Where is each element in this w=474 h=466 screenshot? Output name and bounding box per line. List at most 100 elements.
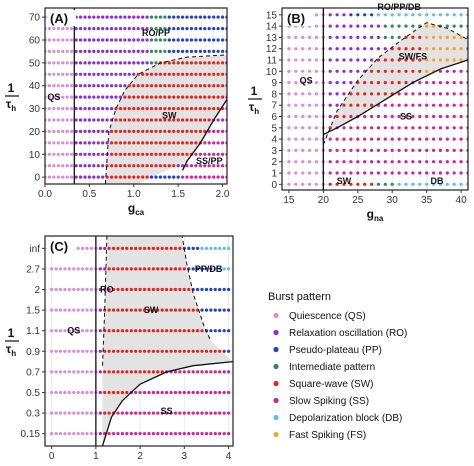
y-tick-label: 50 [29, 58, 41, 69]
point-db [383, 13, 387, 17]
point-ss [191, 432, 195, 436]
point-ss [452, 92, 456, 96]
point-sw [212, 95, 216, 99]
point-qs [287, 69, 291, 73]
point-ss [212, 152, 216, 156]
y-axis-label-tau: τ [6, 97, 12, 111]
point-qs [56, 129, 60, 133]
point-ss [411, 103, 415, 107]
point-ss [418, 160, 422, 164]
point-sw [134, 349, 138, 353]
point-ro [335, 13, 339, 17]
point-sw [185, 72, 189, 76]
y-tick-label: 6 [271, 112, 277, 123]
point-sw [120, 308, 124, 312]
y-tick-label: 20 [29, 127, 41, 138]
point-qs [85, 246, 89, 250]
point-ro [78, 72, 83, 76]
y-axis-label-sub: h [254, 107, 259, 116]
y-tick-label: 1.5 [26, 306, 40, 317]
point-pp [181, 27, 185, 31]
boundary-dashed [322, 22, 468, 145]
point-sw [138, 329, 142, 333]
point-sw [154, 141, 158, 145]
point-sw [182, 267, 186, 271]
point-qs [76, 329, 80, 333]
point-sw [120, 349, 124, 353]
point-ss [356, 137, 360, 141]
shaded-region [323, 22, 468, 145]
legend-item-qs: Quiescence (QS) [273, 311, 366, 322]
point-sw [173, 246, 178, 250]
point-sw [165, 267, 169, 271]
point-ro [98, 432, 102, 436]
point-sw [356, 182, 360, 186]
panel-a: QS RO/PP SW SS/PP 0.0 0.5 1.0 1.5 2.0 0 10 20 30 40 50… [5, 7, 230, 217]
point-ss [363, 148, 367, 152]
point-ro [92, 164, 96, 168]
point-ss [363, 160, 367, 164]
point-sw [112, 246, 116, 250]
point-ro [78, 95, 83, 99]
point-ro [349, 58, 353, 62]
point-sw [136, 84, 140, 88]
point-sw [404, 58, 408, 62]
point-sw [154, 152, 158, 156]
point-sw [163, 129, 167, 133]
point-sw [110, 164, 114, 168]
point-qs [65, 72, 69, 76]
point-ro [141, 38, 145, 42]
point-pp [227, 308, 231, 312]
point-ro [101, 49, 105, 54]
point-ss [328, 137, 332, 141]
boundary-dashed [102, 236, 212, 366]
point-sw [107, 329, 111, 333]
point-pp [204, 287, 209, 292]
point-sw [187, 308, 191, 312]
point-ro [141, 49, 145, 54]
point-db [452, 182, 456, 186]
point-ss [397, 114, 401, 119]
point-sw [125, 349, 129, 353]
y-tick-label: 2.7 [26, 264, 40, 275]
point-sw [149, 84, 154, 88]
point-sw [397, 81, 401, 85]
point-pp [216, 38, 220, 42]
point-ro [342, 81, 346, 85]
point-ro [123, 38, 127, 42]
point-ss [165, 432, 169, 436]
point-sw [178, 329, 182, 333]
point-ip [390, 35, 394, 40]
point-ss [328, 148, 332, 152]
point-sw [167, 72, 171, 76]
point-sw [127, 141, 131, 145]
point-ro [83, 175, 87, 179]
point-sw [198, 129, 202, 133]
x-tick-label: 25 [352, 195, 364, 206]
region-label: RO/PP/DB [377, 2, 421, 12]
point-sw [163, 107, 167, 111]
point-sw [142, 267, 147, 271]
point-sw [141, 152, 145, 156]
point-sw [169, 287, 173, 292]
point-ro [92, 141, 96, 145]
point-ro [145, 49, 149, 54]
point-pp [149, 175, 154, 179]
point-qs [63, 287, 67, 292]
point-db [459, 182, 463, 186]
point-ro [83, 95, 87, 99]
point-qs [308, 171, 312, 175]
point-db [452, 13, 456, 17]
point-ss [209, 370, 213, 374]
point-qs [61, 38, 65, 42]
y-tick-label: 0.5 [26, 388, 40, 399]
point-ss [411, 160, 415, 164]
point-pp [185, 49, 189, 54]
point-qs [287, 114, 291, 119]
point-sw [160, 246, 164, 250]
point-sw [203, 61, 207, 65]
point-ss [397, 160, 401, 164]
point-sw [156, 329, 160, 333]
point-ro [87, 152, 91, 156]
point-qs [81, 370, 85, 374]
